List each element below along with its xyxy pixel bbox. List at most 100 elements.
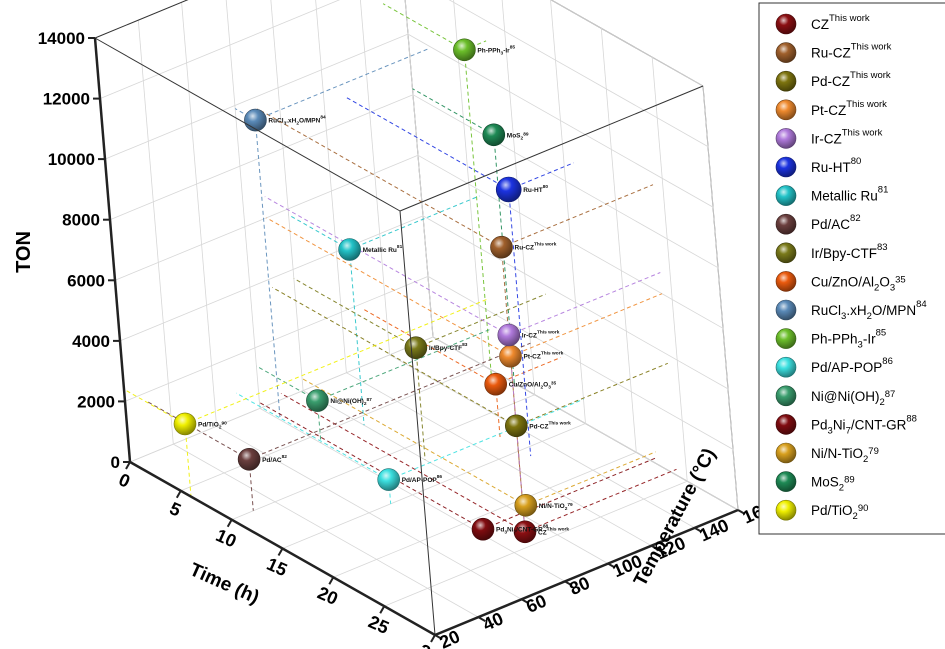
y-tick-label: 40 bbox=[480, 608, 506, 634]
point-label: RuCl3.xH2O/MPN84 bbox=[268, 115, 326, 127]
legend-marker bbox=[775, 242, 797, 264]
x-tick-label: 10 bbox=[213, 525, 239, 551]
grid-line bbox=[119, 215, 424, 342]
drop-line bbox=[184, 423, 192, 497]
z-tick-label: 14000 bbox=[38, 29, 85, 48]
tick-mark bbox=[175, 490, 182, 499]
drop-line bbox=[254, 120, 281, 421]
point-label: Metallic Ru81 bbox=[363, 244, 403, 254]
legend-entry: Ir/Bpy-CTF83 bbox=[811, 242, 888, 261]
y-axis-title: Temperature (°C) bbox=[630, 445, 720, 590]
drop-line bbox=[382, 3, 465, 51]
tick-mark bbox=[226, 519, 233, 528]
tick-mark bbox=[607, 562, 616, 569]
legend-marker bbox=[775, 156, 797, 178]
box-front-edge bbox=[94, 37, 401, 212]
legend-marker bbox=[775, 356, 797, 378]
data-point-cz bbox=[513, 520, 537, 544]
x-tick-label: 15 bbox=[264, 554, 290, 580]
legend-entry: Ru-HT80 bbox=[811, 156, 861, 175]
legend-entry: MoS289 bbox=[811, 475, 855, 494]
legend-marker bbox=[775, 328, 797, 349]
z-tick-label: 0 bbox=[111, 453, 120, 472]
tick-mark bbox=[125, 461, 131, 470]
drop-line bbox=[288, 214, 350, 250]
x-tick-label: 20 bbox=[315, 583, 341, 609]
drop-line bbox=[510, 293, 663, 357]
legend-marker bbox=[775, 471, 797, 492]
y-tick-label: 80 bbox=[566, 573, 592, 599]
point-label: Pd/AC82 bbox=[262, 454, 287, 464]
tick-mark bbox=[277, 548, 284, 556]
point-label: Ir-CZThis work bbox=[522, 330, 560, 340]
drop-line bbox=[301, 378, 527, 506]
y-tick-label: 60 bbox=[523, 591, 549, 617]
legend-entry: Ph-PPh3-Ir85 bbox=[811, 328, 886, 351]
grid-line bbox=[389, 354, 695, 529]
legend-entry: Pd-CZThis work bbox=[811, 70, 891, 89]
legend-entry: Metallic Ru81 bbox=[811, 185, 888, 204]
drop-line bbox=[280, 392, 526, 533]
drop-line bbox=[525, 451, 656, 506]
x-tick-label: 5 bbox=[167, 498, 184, 520]
tick-mark bbox=[694, 527, 703, 533]
grid-line bbox=[99, 0, 341, 99]
z-tick-label: 2000 bbox=[77, 392, 115, 411]
legend: CZThis work Ru-CZThis work Pd-CZThis work P… bbox=[758, 2, 945, 535]
legend-marker bbox=[775, 385, 797, 407]
grid-line bbox=[651, 57, 688, 482]
legend-marker bbox=[775, 499, 797, 521]
data-point-pd-tio2 bbox=[173, 412, 197, 436]
grid-line bbox=[315, 0, 347, 373]
legend-entry: Ir-CZThis work bbox=[811, 127, 883, 146]
legend-entry: Pt-CZThis work bbox=[811, 99, 887, 118]
x-tick-label: 0 bbox=[116, 469, 133, 491]
grid-line bbox=[259, 408, 566, 582]
legend-marker bbox=[775, 442, 797, 464]
point-label: Pt-CZThis work bbox=[524, 351, 564, 361]
z-tick-label: 10000 bbox=[48, 150, 95, 169]
drop-line bbox=[123, 388, 186, 425]
box-back-edge bbox=[550, 0, 704, 87]
legend-entry: Ni/N-TiO279 bbox=[811, 446, 879, 465]
drop-line bbox=[272, 286, 517, 427]
tick-mark bbox=[737, 509, 746, 515]
grid-line bbox=[702, 85, 739, 511]
tick-mark bbox=[650, 544, 659, 551]
data-point-ir-bpy-ctf bbox=[404, 336, 428, 360]
grid-line bbox=[231, 394, 535, 521]
grid-line bbox=[404, 0, 434, 338]
drop-line bbox=[524, 468, 677, 533]
grid-line bbox=[129, 336, 434, 463]
drop-line bbox=[482, 457, 657, 530]
drop-line bbox=[259, 401, 484, 530]
point-label: Ir/Bpy-CTF83 bbox=[429, 342, 468, 352]
grid-line bbox=[333, 451, 637, 578]
legend-marker bbox=[775, 42, 797, 63]
legend-marker bbox=[775, 13, 797, 35]
drop-line bbox=[257, 108, 502, 248]
point-label: Pd/AP-POP86 bbox=[402, 474, 443, 484]
point-label: Pd-CZThis work bbox=[529, 420, 571, 430]
data-point-pd-ap-pop bbox=[377, 468, 401, 491]
legend-entry: Pd/AP-POP86 bbox=[811, 356, 893, 375]
legend-marker bbox=[775, 128, 797, 149]
point-label: Ru-CZThis work bbox=[515, 242, 557, 252]
drop-line bbox=[147, 401, 250, 460]
point-label: Pd3Ni7/CNT-GR88 bbox=[496, 524, 549, 536]
drop-line bbox=[508, 272, 661, 336]
drop-lines bbox=[123, 3, 677, 538]
data-point-ni-ni-oh-2 bbox=[306, 389, 329, 412]
legend-entry: Pd/AC82 bbox=[811, 213, 861, 232]
box-front-edge bbox=[399, 210, 436, 636]
legend-entry: Pd/TiO290 bbox=[811, 503, 868, 522]
grid-lines bbox=[94, 0, 739, 636]
point-label: Ni/N-TiO279 bbox=[539, 502, 573, 512]
drop-line bbox=[516, 362, 668, 427]
data-point-cu-zno-al2o3 bbox=[484, 372, 508, 396]
axis-line bbox=[434, 508, 739, 637]
data-point-rucl3-xh2o-mpn bbox=[244, 108, 267, 132]
drop-line bbox=[345, 96, 509, 190]
x-tick-label: 30 bbox=[416, 640, 442, 649]
drop-line bbox=[495, 357, 561, 385]
